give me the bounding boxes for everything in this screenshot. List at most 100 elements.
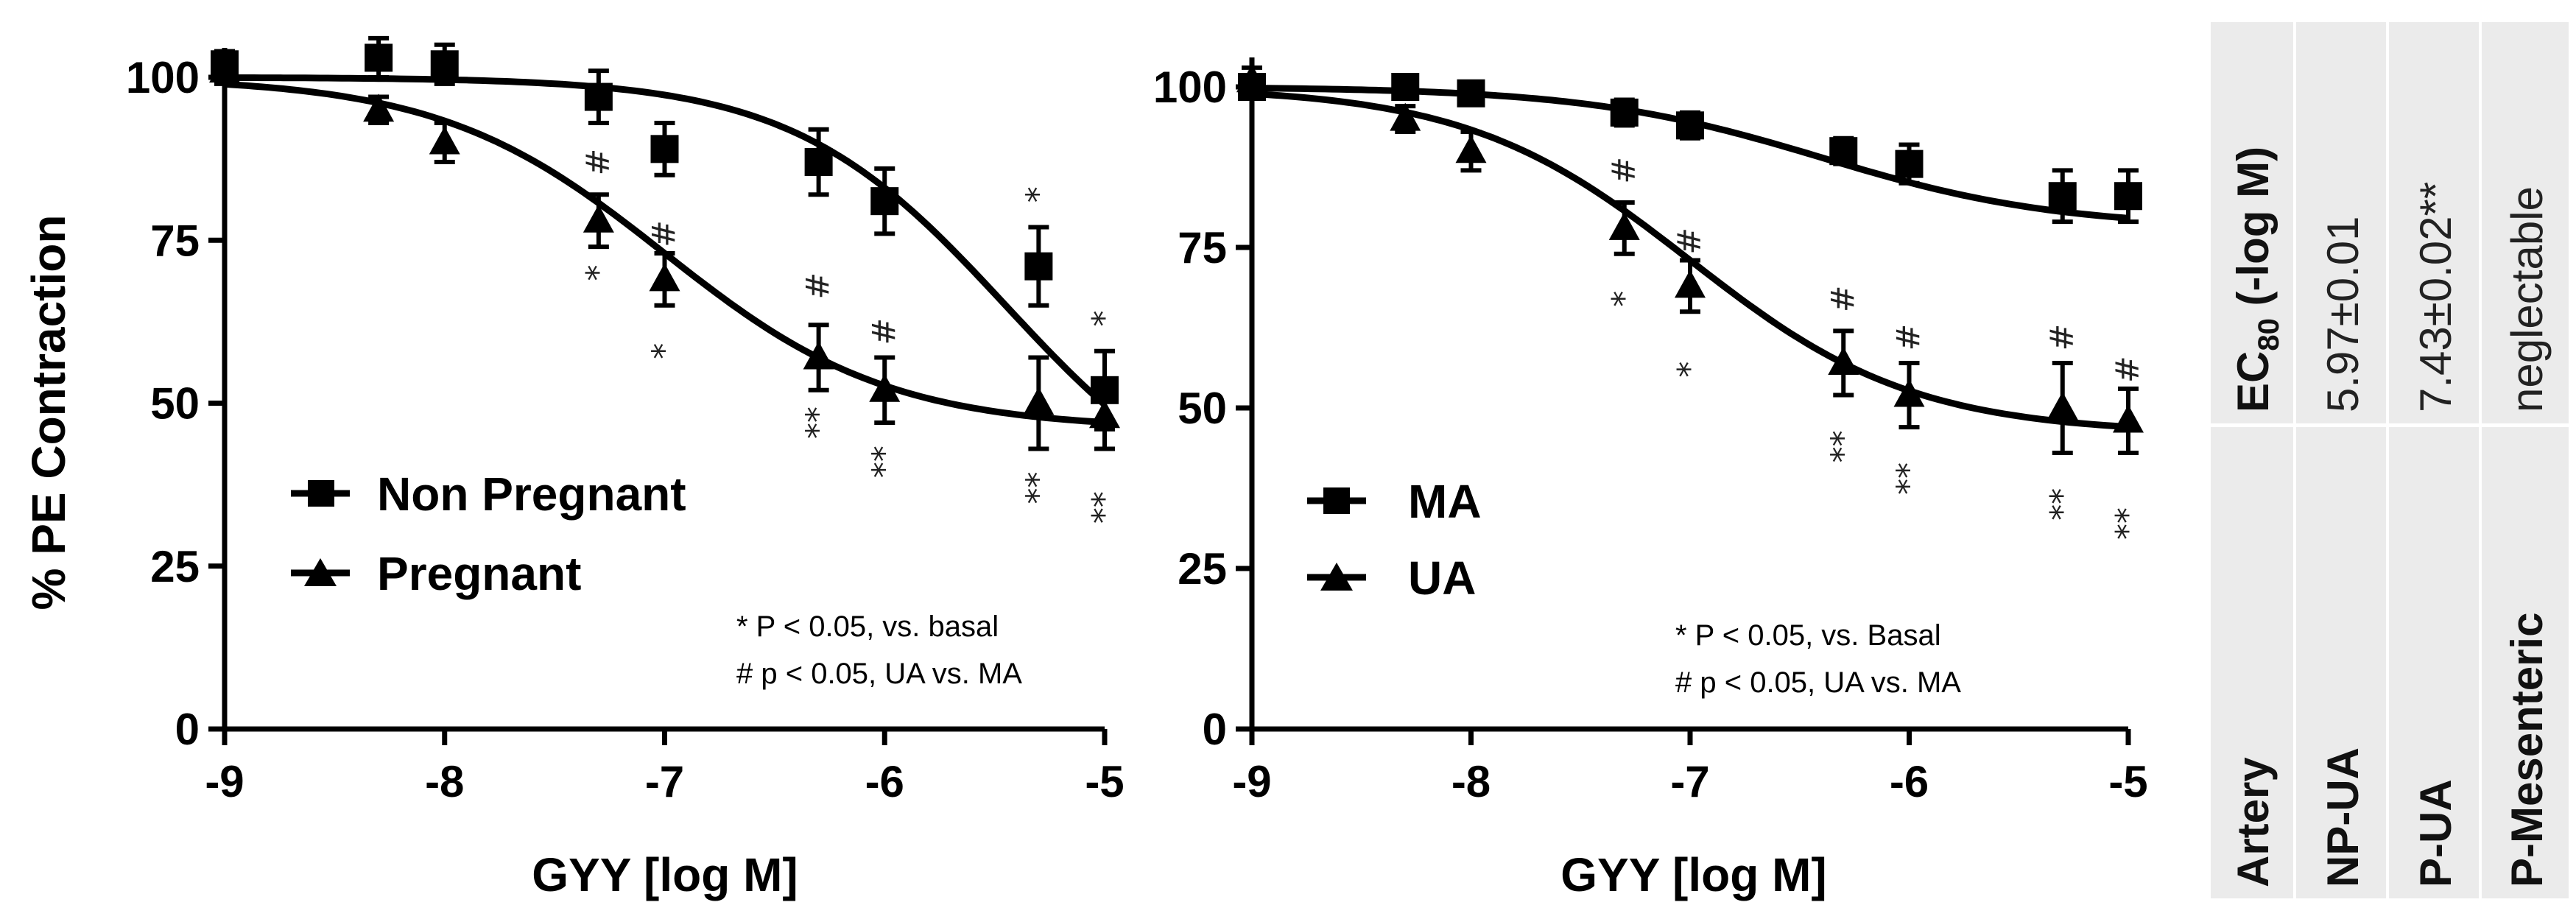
legend-square-icon <box>308 480 334 507</box>
significance-mark: # <box>1890 324 1928 351</box>
table-cell-np-ua-value <box>2296 22 2386 423</box>
data-point-triangle <box>1236 64 1267 93</box>
data-point-triangle <box>649 263 680 292</box>
data-point-square <box>1829 137 1858 166</box>
x-tick-label: -5 <box>1085 757 1124 806</box>
data-point-square <box>1610 98 1639 127</box>
table-cell-np-ua <box>2296 427 2386 898</box>
y-axis-title: % PE Contraction <box>22 215 75 610</box>
data-point-triangle <box>1390 102 1421 131</box>
legend-triangle-icon <box>1320 563 1353 591</box>
y-tick-label: 25 <box>1178 544 1227 594</box>
data-point-triangle <box>583 204 614 233</box>
data-point-triangle <box>803 341 834 370</box>
y-tick-label: 25 <box>150 542 200 591</box>
significance-mark: # <box>800 272 837 300</box>
significance-mark: * <box>1671 362 1708 378</box>
y-tick-label: 0 <box>1203 705 1227 754</box>
significance-mark: ** <box>1085 491 1123 524</box>
significance-mark: # <box>1605 157 1643 184</box>
x-tick-label: -9 <box>1232 757 1271 806</box>
legend-square-icon <box>1323 487 1350 514</box>
significance-mark: * <box>580 265 617 281</box>
table-cell-p-ua-value <box>2389 22 2479 423</box>
left-note-star: * P < 0.05, vs. basal <box>736 610 999 643</box>
x-tick-label: -6 <box>865 757 904 806</box>
legend-label-non-pregnant: Non Pregnant <box>377 468 686 521</box>
significance-mark: # <box>865 318 903 345</box>
data-point-triangle <box>1023 387 1055 415</box>
table-ec80-p-mesenteric: neglectable <box>2502 186 2552 412</box>
legend-label-pregnant: Pregnant <box>377 547 581 600</box>
x-tick-label: -5 <box>2108 757 2147 806</box>
significance-mark: # <box>580 149 617 176</box>
data-point-triangle <box>1089 400 1120 429</box>
x-tick-label: -8 <box>1451 757 1491 806</box>
middle-note-star: * P < 0.05, vs. Basal <box>1675 619 1941 652</box>
significance-mark: ** <box>1824 430 1862 462</box>
x-tick-label: -8 <box>425 757 464 806</box>
data-point-triangle <box>363 94 395 122</box>
table-header-cell-ec80 <box>2211 22 2293 423</box>
data-point-square <box>365 43 393 72</box>
data-point-square <box>1391 73 1420 101</box>
table-cell-p-mesenteric-value <box>2482 22 2569 423</box>
table-header-ec80: EC80 (-log M) <box>2228 147 2285 412</box>
significance-mark: ** <box>2109 507 2147 540</box>
middle-note-hash: # p < 0.05, UA vs. MA <box>1675 666 1961 699</box>
significance-mark: * <box>1085 310 1123 326</box>
data-point-triangle <box>1675 270 1706 298</box>
data-point-square <box>2114 182 2142 211</box>
x-tick-label: -7 <box>645 757 684 806</box>
legend-label-ua: UA <box>1408 552 1476 605</box>
data-point-square <box>804 148 833 177</box>
table-header-cell-artery <box>2211 427 2293 898</box>
data-point-square <box>430 50 459 79</box>
table-artery-np-ua: NP-UA <box>2318 747 2368 887</box>
data-point-square <box>584 82 613 111</box>
significance-mark: * <box>1019 186 1057 203</box>
middle-x-axis-title: GYY [log M] <box>1560 848 1826 901</box>
significance-mark: # <box>1824 285 1862 312</box>
significance-mark: ** <box>865 446 903 478</box>
data-point-triangle <box>1608 211 1640 240</box>
left-x-axis-title: GYY [log M] <box>532 848 798 901</box>
data-point-triangle <box>869 373 901 402</box>
legend-triangle-icon <box>304 558 337 586</box>
x-tick-label: -6 <box>1890 757 1929 806</box>
significance-mark: # <box>2044 324 2081 351</box>
data-point-triangle <box>1455 135 1487 163</box>
data-point-triangle <box>1828 346 1859 375</box>
significance-mark: # <box>646 220 683 247</box>
data-point-triangle <box>209 54 240 83</box>
data-point-square <box>1457 79 1485 108</box>
data-point-square <box>870 187 899 216</box>
left-legend: Non Pregnant Pregnant <box>291 468 686 600</box>
significance-mark: # <box>2109 356 2147 383</box>
x-tick-label: -9 <box>205 757 244 806</box>
data-point-triangle <box>429 126 460 155</box>
y-tick-label: 50 <box>150 379 200 429</box>
table-artery-p-mesenteric: P-Mesenteric <box>2502 613 2552 887</box>
table-cell-p-mesenteric <box>2482 427 2569 898</box>
table-ec80-np-ua: 5.97±0.01 <box>2318 216 2368 412</box>
data-point-square <box>650 135 679 163</box>
table-ec80-p-ua: 7.43±0.02** <box>2411 182 2460 412</box>
y-tick-label: 75 <box>150 216 200 265</box>
table-artery-p-ua: P-UA <box>2411 779 2460 887</box>
significance-mark: ** <box>2044 488 2081 521</box>
significance-mark: * <box>1605 291 1643 307</box>
data-point-square <box>1895 149 1924 178</box>
middle-legend: MA UA <box>1307 475 1482 605</box>
significance-mark: # <box>1671 228 1708 255</box>
significance-mark: ** <box>1019 472 1057 504</box>
legend-label-ma: MA <box>1408 475 1482 528</box>
left-note-hash: # p < 0.05, UA vs. MA <box>736 658 1022 690</box>
data-point-triangle <box>2047 392 2078 420</box>
data-point-triangle <box>2113 404 2144 433</box>
significance-mark: * <box>646 343 683 359</box>
data-point-square <box>2048 182 2077 211</box>
data-point-square <box>1024 252 1053 281</box>
